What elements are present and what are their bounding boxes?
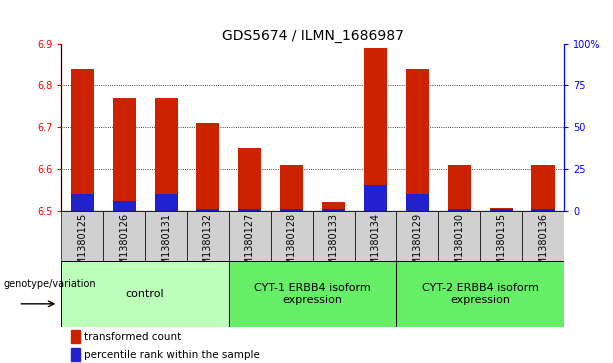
Text: GSM1380134: GSM1380134 <box>370 213 381 278</box>
Text: GSM1380127: GSM1380127 <box>245 213 255 278</box>
Bar <box>196 123 219 211</box>
Bar <box>238 148 261 211</box>
Text: CYT-1 ERBB4 isoform
expression: CYT-1 ERBB4 isoform expression <box>254 283 371 305</box>
Bar <box>280 164 303 211</box>
Bar <box>438 211 480 261</box>
Text: control: control <box>126 289 164 299</box>
Bar <box>313 211 354 261</box>
Bar <box>447 164 471 211</box>
Text: transformed count: transformed count <box>84 332 181 342</box>
Bar <box>490 209 512 211</box>
Text: GSM1380130: GSM1380130 <box>454 213 464 278</box>
Bar <box>70 194 94 211</box>
Bar <box>322 209 345 211</box>
Bar <box>322 202 345 211</box>
Bar <box>61 211 103 261</box>
Text: GSM1380131: GSM1380131 <box>161 213 171 278</box>
Bar <box>113 200 135 211</box>
Bar <box>71 330 80 343</box>
Text: GSM1380135: GSM1380135 <box>496 213 506 278</box>
Bar <box>61 261 229 327</box>
Bar <box>70 69 94 211</box>
Bar <box>531 209 555 211</box>
Bar <box>397 261 564 327</box>
Bar <box>397 211 438 261</box>
Bar <box>113 98 135 211</box>
Bar <box>196 209 219 211</box>
Text: percentile rank within the sample: percentile rank within the sample <box>84 350 260 360</box>
Bar <box>229 211 271 261</box>
Bar <box>531 164 555 211</box>
Bar <box>238 209 261 211</box>
Bar <box>480 211 522 261</box>
Text: GSM1380136: GSM1380136 <box>538 213 548 278</box>
Bar <box>364 185 387 211</box>
Bar <box>154 194 178 211</box>
Text: GSM1380129: GSM1380129 <box>413 213 422 278</box>
Bar <box>280 209 303 211</box>
Title: GDS5674 / ILMN_1686987: GDS5674 / ILMN_1686987 <box>222 29 403 42</box>
Bar <box>406 194 429 211</box>
Bar <box>490 208 512 211</box>
Bar <box>406 69 429 211</box>
Bar <box>103 211 145 261</box>
Text: CYT-2 ERBB4 isoform
expression: CYT-2 ERBB4 isoform expression <box>422 283 539 305</box>
Bar <box>145 211 187 261</box>
Text: GSM1380133: GSM1380133 <box>329 213 338 278</box>
Text: GSM1380125: GSM1380125 <box>77 213 87 278</box>
Bar <box>271 211 313 261</box>
Bar <box>187 211 229 261</box>
Text: GSM1380132: GSM1380132 <box>203 213 213 278</box>
Text: genotype/variation: genotype/variation <box>3 279 96 289</box>
Text: GSM1380126: GSM1380126 <box>119 213 129 278</box>
Bar <box>354 211 397 261</box>
Bar <box>447 209 471 211</box>
Bar <box>522 211 564 261</box>
Bar <box>154 98 178 211</box>
Bar <box>364 48 387 211</box>
Text: GSM1380128: GSM1380128 <box>287 213 297 278</box>
Bar <box>229 261 397 327</box>
Bar <box>71 348 80 361</box>
